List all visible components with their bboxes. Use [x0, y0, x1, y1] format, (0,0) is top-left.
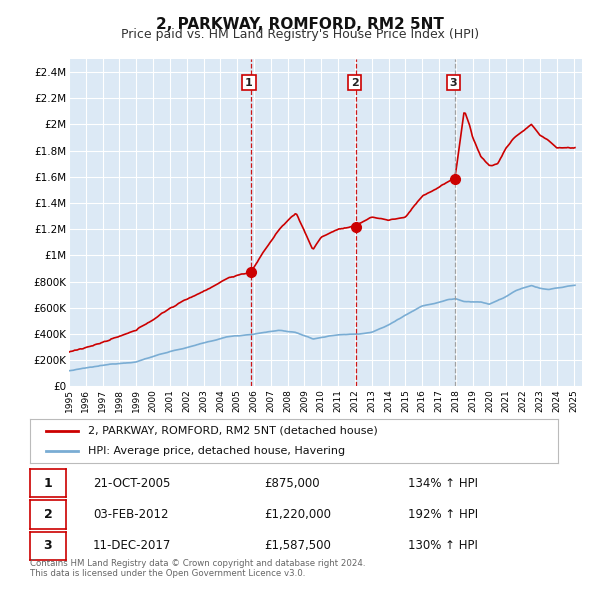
Text: Price paid vs. HM Land Registry's House Price Index (HPI): Price paid vs. HM Land Registry's House …: [121, 28, 479, 41]
Text: 134% ↑ HPI: 134% ↑ HPI: [408, 477, 478, 490]
Text: 192% ↑ HPI: 192% ↑ HPI: [408, 508, 478, 521]
Text: 3: 3: [449, 77, 457, 87]
Text: 11-DEC-2017: 11-DEC-2017: [93, 539, 172, 552]
Text: 2: 2: [351, 77, 358, 87]
Text: 130% ↑ HPI: 130% ↑ HPI: [408, 539, 478, 552]
Text: 2, PARKWAY, ROMFORD, RM2 5NT (detached house): 2, PARKWAY, ROMFORD, RM2 5NT (detached h…: [88, 426, 378, 436]
Text: £875,000: £875,000: [264, 477, 320, 490]
Text: £1,220,000: £1,220,000: [264, 508, 331, 521]
Text: 03-FEB-2012: 03-FEB-2012: [93, 508, 169, 521]
Text: 1: 1: [44, 477, 52, 490]
Text: 2: 2: [44, 508, 52, 521]
Text: 3: 3: [44, 539, 52, 552]
Text: 1: 1: [245, 77, 253, 87]
Text: £1,587,500: £1,587,500: [264, 539, 331, 552]
Text: 2, PARKWAY, ROMFORD, RM2 5NT: 2, PARKWAY, ROMFORD, RM2 5NT: [156, 17, 444, 31]
Text: HPI: Average price, detached house, Havering: HPI: Average price, detached house, Have…: [88, 446, 345, 456]
Text: Contains HM Land Registry data © Crown copyright and database right 2024.
This d: Contains HM Land Registry data © Crown c…: [30, 559, 365, 578]
Text: 21-OCT-2005: 21-OCT-2005: [93, 477, 170, 490]
